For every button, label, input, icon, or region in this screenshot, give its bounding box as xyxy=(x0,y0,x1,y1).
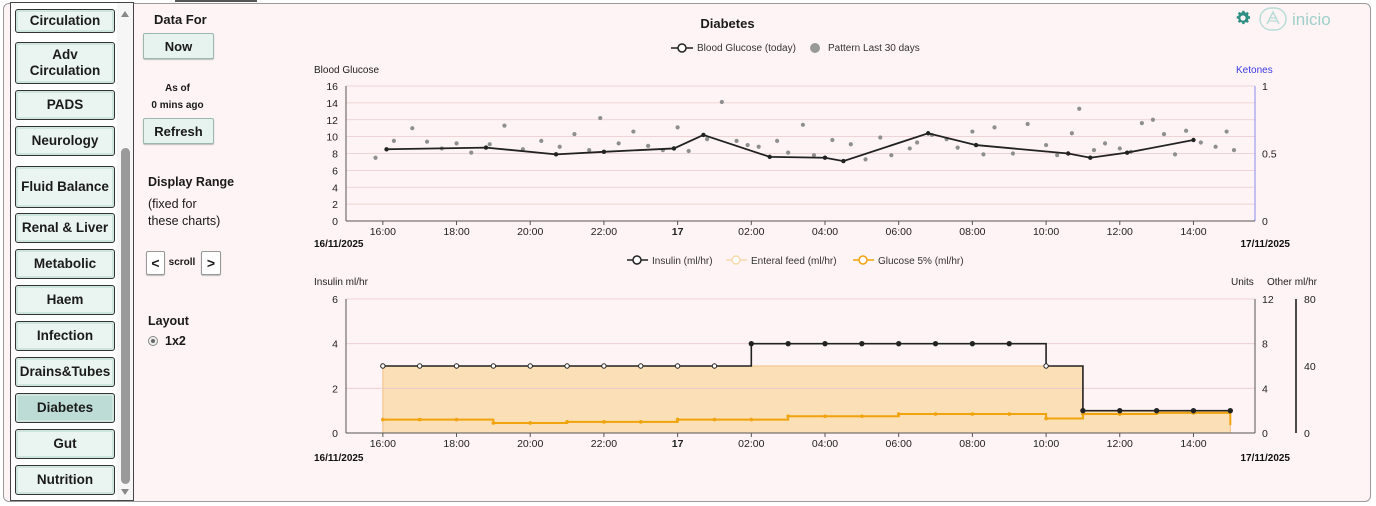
sidebar-item-infection[interactable]: Infection xyxy=(15,321,115,351)
layout-option-label: 1x2 xyxy=(165,334,186,348)
refresh-button[interactable]: Refresh xyxy=(143,118,214,144)
sidebar-scrollbar[interactable] xyxy=(117,3,133,500)
sidebar-item-pads[interactable]: PADS xyxy=(15,90,115,120)
logo-text: inicio xyxy=(1292,10,1331,29)
top-edge-tab xyxy=(175,0,257,2)
sidebar-item-circulation[interactable]: Circulation xyxy=(15,9,115,33)
as-of-label: As of xyxy=(165,83,190,94)
scroll-prev-button[interactable]: < xyxy=(146,251,165,275)
inicio-logo: inicio xyxy=(1259,7,1331,31)
mins-ago-label: 0 mins ago xyxy=(151,100,204,111)
scrollbar-thumb[interactable] xyxy=(121,148,130,484)
scroll-up-arrow-icon[interactable] xyxy=(121,11,129,17)
data-for-label: Data For xyxy=(154,12,207,27)
scroll-down-arrow-icon[interactable] xyxy=(121,489,129,495)
gear-icon[interactable] xyxy=(1234,9,1252,27)
scroll-label: scroll xyxy=(168,257,196,268)
sidebar-item-fluid-balance[interactable]: Fluid Balance xyxy=(15,166,115,208)
sidebar-item-diabetes[interactable]: Diabetes xyxy=(15,393,115,423)
display-range-label: Display Range xyxy=(148,175,235,189)
sidebar-item-metabolic[interactable]: Metabolic xyxy=(15,249,115,279)
scroll-next-button[interactable]: > xyxy=(201,251,221,275)
sidebar-item-drains-tubes[interactable]: Drains&Tubes xyxy=(15,357,115,387)
layout-radio[interactable] xyxy=(148,336,158,346)
page-title: Diabetes xyxy=(700,16,755,31)
now-button[interactable]: Now xyxy=(143,33,214,59)
sidebar-item-renal-liver[interactable]: Renal & Liver xyxy=(15,213,115,243)
sidebar-item-haem[interactable]: Haem xyxy=(15,285,115,315)
fixed-note-line1: (fixed for xyxy=(148,197,197,211)
fixed-note-line2: these charts) xyxy=(148,214,221,228)
sidebar-item-adv-circulation[interactable]: Adv Circulation xyxy=(15,42,115,84)
sidebar-item-neurology[interactable]: Neurology xyxy=(15,126,115,156)
sidebar-item-nutrition[interactable]: Nutrition xyxy=(15,465,115,495)
layout-label: Layout xyxy=(148,314,189,328)
sidebar-item-gut[interactable]: Gut xyxy=(15,429,115,459)
sidebar: Circulation Adv Circulation PADS Neurology F… xyxy=(10,2,134,501)
